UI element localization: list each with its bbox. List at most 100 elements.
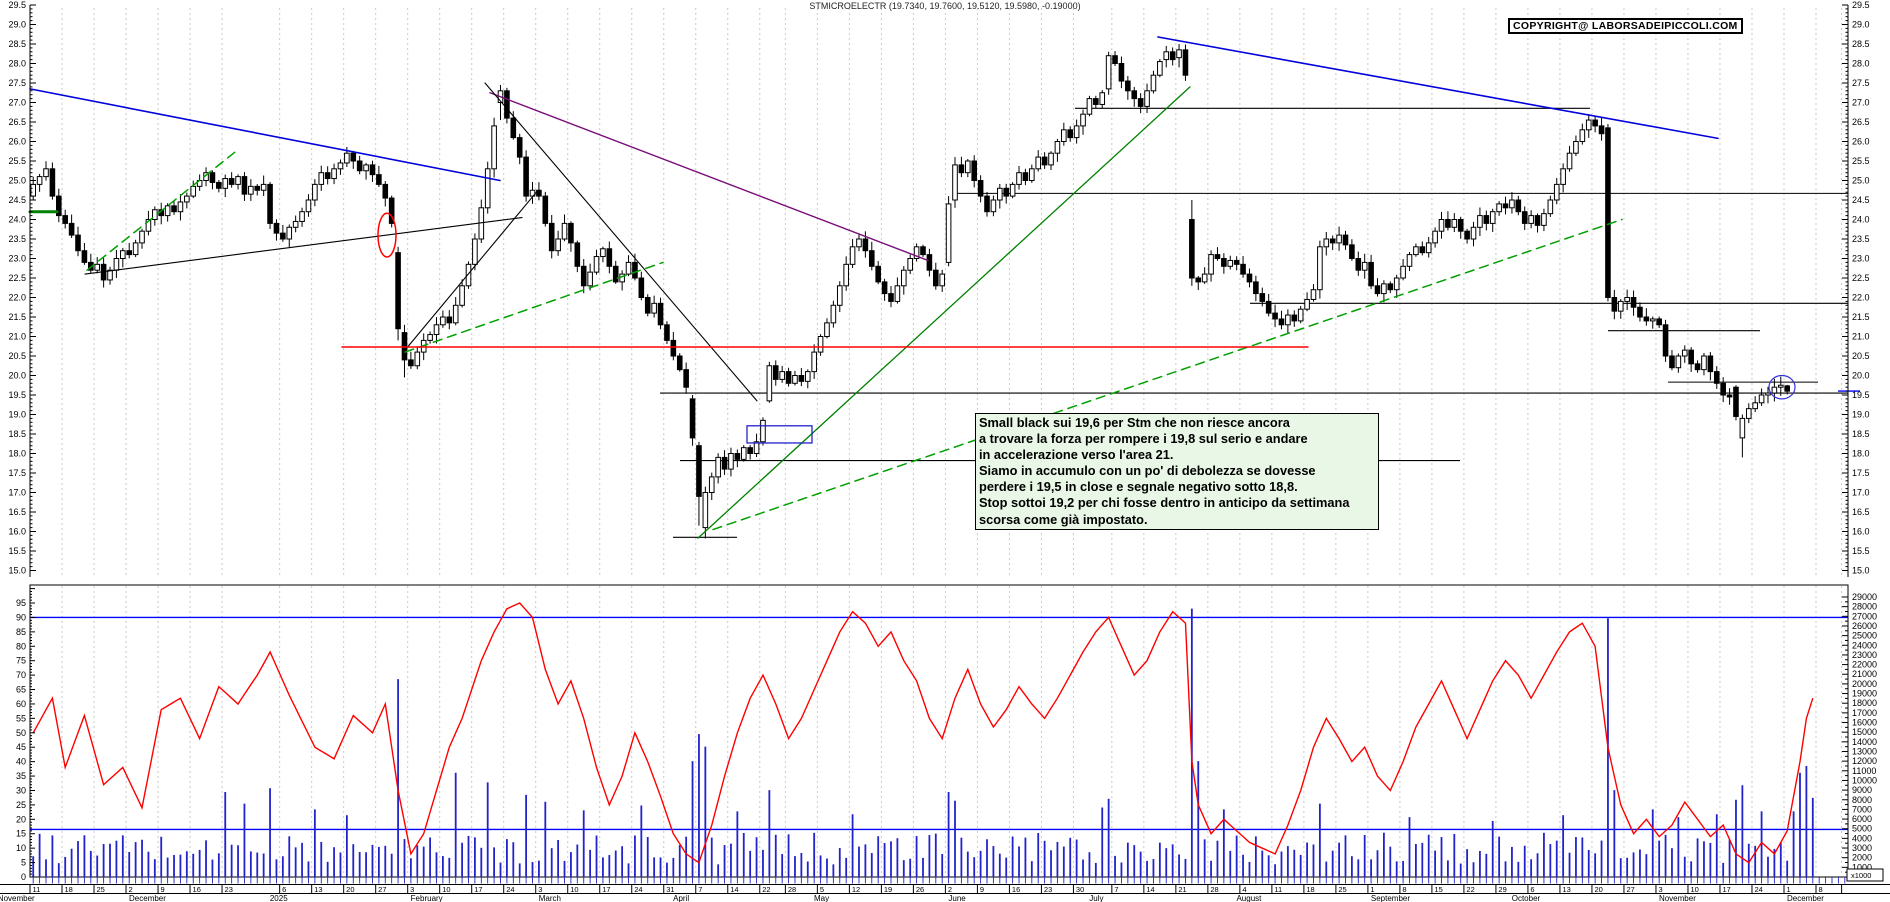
svg-text:6000: 6000 (1852, 814, 1872, 824)
svg-text:16.0: 16.0 (1852, 527, 1870, 537)
month-label: August (1236, 894, 1262, 902)
svg-text:28.0: 28.0 (1852, 59, 1870, 69)
svg-text:16.5: 16.5 (1852, 507, 1870, 517)
annotation-line: Siamo in accumulo con un po' di debolezz… (979, 463, 1316, 479)
svg-text:17.5: 17.5 (8, 468, 26, 478)
svg-text:1000: 1000 (1852, 862, 1872, 872)
svg-text:2: 2 (948, 885, 952, 894)
svg-text:18: 18 (65, 885, 73, 894)
svg-text:4000: 4000 (1852, 833, 1872, 843)
svg-text:75: 75 (16, 656, 26, 666)
annotation-line: in accelerazione verso l'area 21. (979, 447, 1174, 463)
svg-text:3: 3 (410, 885, 414, 894)
svg-text:9: 9 (161, 885, 165, 894)
svg-text:22.0: 22.0 (8, 293, 26, 303)
svg-text:13000: 13000 (1852, 746, 1877, 756)
svg-text:27.5: 27.5 (8, 78, 26, 88)
svg-text:5: 5 (21, 858, 26, 868)
svg-text:20000: 20000 (1852, 679, 1877, 689)
svg-text:11: 11 (1274, 885, 1282, 894)
svg-text:28.5: 28.5 (8, 39, 26, 49)
svg-text:22: 22 (762, 885, 770, 894)
svg-text:6: 6 (282, 885, 286, 894)
month-label: November (1659, 894, 1696, 902)
svg-text:17: 17 (1722, 885, 1730, 894)
svg-text:60: 60 (16, 699, 26, 709)
svg-text:11000: 11000 (1852, 766, 1876, 776)
svg-text:28.5: 28.5 (1852, 39, 1870, 49)
svg-text:1: 1 (1786, 885, 1790, 894)
svg-text:30: 30 (16, 785, 26, 795)
month-label: November (0, 894, 35, 902)
svg-text:22: 22 (1466, 885, 1474, 894)
svg-text:3: 3 (538, 885, 542, 894)
svg-text:17: 17 (474, 885, 482, 894)
svg-text:18.5: 18.5 (8, 429, 26, 439)
analysis-note: Small black sui 19,6 per Stm che non rie… (975, 413, 1379, 530)
svg-text:21.5: 21.5 (8, 312, 26, 322)
month-label: September (1371, 894, 1410, 902)
svg-text:25.5: 25.5 (8, 156, 26, 166)
svg-text:20.5: 20.5 (8, 351, 26, 361)
svg-text:28000: 28000 (1852, 602, 1877, 612)
svg-text:95: 95 (16, 598, 26, 608)
svg-text:22.5: 22.5 (8, 273, 26, 283)
svg-text:12000: 12000 (1852, 756, 1877, 766)
annotation-line: a trovare la forza per rompere i 19,8 su… (979, 431, 1308, 447)
annotation-line: scorsa come già impostato. (979, 511, 1148, 527)
svg-text:24: 24 (506, 885, 514, 894)
svg-text:70: 70 (16, 670, 26, 680)
svg-text:10: 10 (570, 885, 578, 894)
svg-text:23: 23 (1044, 885, 1052, 894)
svg-text:3: 3 (1658, 885, 1662, 894)
svg-text:29: 29 (1498, 885, 1506, 894)
svg-text:24: 24 (1754, 885, 1762, 894)
svg-text:15: 15 (16, 829, 26, 839)
svg-text:16000: 16000 (1852, 718, 1877, 728)
svg-text:10: 10 (442, 885, 450, 894)
shapes-layer (377, 212, 1860, 444)
svg-text:24.0: 24.0 (1852, 215, 1870, 225)
svg-text:40: 40 (16, 757, 26, 767)
trendlines-layer (28, 36, 1719, 539)
svg-text:14: 14 (1146, 885, 1154, 894)
svg-text:21: 21 (1178, 885, 1186, 894)
month-label: April (673, 894, 689, 902)
svg-text:18.5: 18.5 (1852, 429, 1870, 439)
svg-text:9: 9 (980, 885, 984, 894)
svg-text:17: 17 (602, 885, 610, 894)
svg-text:80: 80 (16, 641, 26, 651)
lower-panel (29, 584, 1849, 878)
svg-text:22.0: 22.0 (1852, 293, 1870, 303)
svg-text:26.5: 26.5 (1852, 117, 1870, 127)
svg-text:24.5: 24.5 (1852, 195, 1870, 205)
svg-text:20.0: 20.0 (1852, 371, 1870, 381)
svg-text:24: 24 (634, 885, 642, 894)
svg-text:26.0: 26.0 (1852, 137, 1870, 147)
svg-text:1: 1 (1370, 885, 1374, 894)
svg-text:25: 25 (1338, 885, 1346, 894)
svg-text:19.5: 19.5 (1852, 390, 1870, 400)
svg-text:13: 13 (314, 885, 322, 894)
svg-text:7: 7 (1114, 885, 1118, 894)
svg-text:14000: 14000 (1852, 737, 1877, 747)
svg-text:19.0: 19.0 (1852, 410, 1870, 420)
svg-text:18.0: 18.0 (8, 449, 26, 459)
svg-text:10000: 10000 (1852, 775, 1877, 785)
svg-text:10: 10 (1690, 885, 1698, 894)
svg-text:50: 50 (16, 728, 26, 738)
svg-text:29000: 29000 (1852, 592, 1877, 602)
volume-unit-label: x1000 (1851, 871, 1871, 880)
svg-text:15: 15 (1434, 885, 1442, 894)
svg-text:28: 28 (1210, 885, 1218, 894)
svg-text:15000: 15000 (1852, 727, 1877, 737)
svg-text:15.0: 15.0 (1852, 566, 1870, 576)
svg-text:9000: 9000 (1852, 785, 1872, 795)
grid-layer (29, 8, 1843, 876)
svg-text:30: 30 (1076, 885, 1084, 894)
svg-text:19.0: 19.0 (8, 410, 26, 420)
annotation-line: perdere i 19,5 in close e segnale negati… (979, 479, 1298, 495)
svg-text:26.0: 26.0 (8, 137, 26, 147)
svg-text:26000: 26000 (1852, 621, 1877, 631)
